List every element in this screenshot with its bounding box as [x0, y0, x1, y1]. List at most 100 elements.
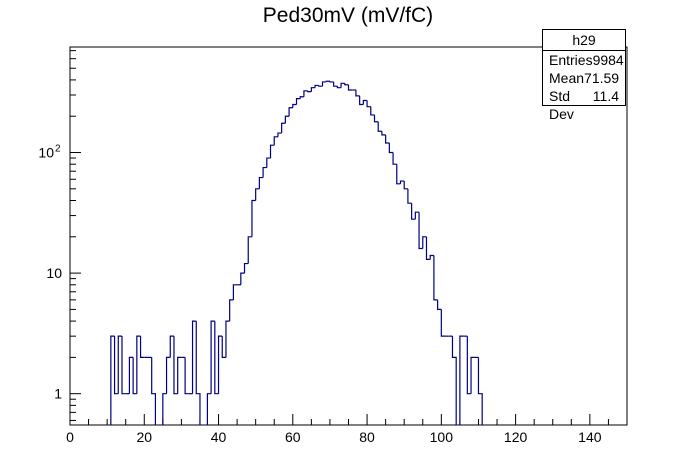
- histogram-bin: [232, 284, 238, 300]
- chart-title: Ped30mV (mV/fC): [262, 4, 434, 27]
- histogram-bin: [429, 254, 434, 260]
- y-tick-label: 10: [46, 265, 62, 281]
- histogram-bin: [136, 335, 141, 394]
- histogram-bin: [381, 131, 386, 136]
- histogram-bin: [388, 142, 394, 154]
- histogram-bin: [214, 321, 219, 395]
- histogram-bin: [314, 84, 319, 88]
- histogram-bin: [373, 114, 379, 123]
- histogram-bin: [366, 100, 371, 108]
- histogram-bin: [210, 320, 215, 394]
- histogram-bin: [470, 356, 475, 394]
- x-tick-label: 40: [211, 429, 227, 445]
- histogram-bin: [229, 299, 234, 322]
- x-tick-label: 0: [66, 429, 74, 445]
- histogram-bin: [177, 356, 182, 394]
- stats-label-mean: Mean: [549, 70, 585, 86]
- histogram-bin: [258, 176, 264, 189]
- stats-label-stddev: Std Dev: [549, 88, 574, 122]
- histogram-bin: [225, 320, 230, 358]
- histogram-bin: [165, 356, 171, 394]
- histogram-bin: [113, 336, 119, 395]
- histogram-bin: [269, 144, 275, 159]
- histogram-bin: [440, 309, 446, 337]
- histogram-bin: [292, 103, 297, 108]
- histogram-bin: [451, 336, 457, 425]
- histogram-bin: [262, 166, 267, 178]
- stats-label-entries: Entries: [549, 52, 593, 68]
- histogram-bin: [132, 357, 137, 395]
- histogram-bin: [433, 255, 438, 301]
- y-tick-label: 1: [54, 386, 62, 402]
- histogram-bin: [277, 132, 282, 137]
- histogram-bin: [321, 81, 327, 87]
- histogram-bin: [392, 152, 397, 165]
- stats-value-stddev: 11.4: [592, 88, 619, 104]
- stats-histogram-name: h29: [543, 30, 625, 51]
- histogram-bin: [403, 181, 408, 190]
- histogram-bin: [399, 180, 405, 184]
- histogram-bin: [437, 299, 442, 311]
- x-tick-label: 120: [504, 429, 528, 445]
- stats-row-mean: Mean 71.59: [543, 69, 625, 87]
- histogram-bin: [359, 95, 364, 106]
- histogram-bin: [255, 188, 260, 201]
- histogram-bin: [407, 188, 412, 204]
- histogram-bin: [310, 87, 316, 92]
- histogram-bin: [370, 106, 375, 116]
- histogram-bin: [333, 81, 338, 87]
- histogram-bin: [299, 96, 304, 99]
- stats-box: h29 Entries 9984 Mean 71.59 Std Dev 11.4: [542, 29, 626, 122]
- histogram-bin: [362, 99, 368, 105]
- x-tick-label: 80: [359, 429, 375, 445]
- stats-value-entries: 9984: [592, 52, 624, 68]
- x-tick-label: 140: [578, 429, 602, 445]
- histogram-bin: [295, 97, 301, 105]
- histogram-bin: [347, 84, 353, 91]
- histogram-bin: [184, 357, 189, 395]
- histogram-bin: [411, 203, 416, 220]
- histogram-bin: [217, 335, 223, 394]
- histogram-bin: [243, 262, 249, 274]
- histogram-bin: [425, 236, 431, 260]
- histogram-bin: [251, 199, 256, 237]
- stats-row-stddev: Std Dev 11.4: [543, 87, 625, 122]
- stats-row-entries: Entries 9984: [543, 51, 625, 69]
- histogram-bin: [284, 115, 290, 124]
- histogram-bin: [221, 336, 226, 358]
- x-tick-label: 60: [285, 429, 301, 445]
- histogram-bin: [466, 336, 472, 395]
- histogram-bin: [162, 393, 167, 425]
- histogram-bin: [128, 356, 134, 394]
- stats-value-mean: 71.59: [584, 70, 620, 86]
- histogram-bin: [477, 357, 483, 425]
- y-tick-label: 10: [38, 145, 54, 161]
- histogram-bin: [418, 212, 423, 250]
- histogram-bin: [344, 83, 349, 86]
- histogram-bin: [110, 335, 115, 425]
- histogram-bin: [117, 335, 122, 394]
- histogram-bin: [336, 86, 342, 89]
- histogram-bin: [422, 236, 427, 249]
- histogram-bin: [459, 335, 464, 425]
- histogram-bin: [318, 85, 323, 87]
- histogram-bin: [206, 393, 212, 425]
- histogram-bin: [340, 82, 345, 88]
- histogram-bin: [173, 336, 178, 395]
- histogram-bin: [266, 157, 271, 168]
- histogram-bin: [396, 164, 401, 185]
- histogram-bin: [240, 272, 245, 285]
- histogram-bin: [191, 320, 197, 394]
- histogram-bin: [281, 122, 286, 134]
- histogram-bin: [377, 121, 382, 132]
- histogram-bin: [303, 90, 308, 97]
- histogram-bin: [151, 357, 157, 425]
- x-tick-label: 100: [430, 429, 454, 445]
- histogram-bin: [273, 136, 278, 146]
- histogram-bin: [169, 335, 174, 358]
- x-tick-label: 20: [136, 429, 152, 445]
- histogram-bin: [307, 90, 312, 93]
- y-tick-exponent: 2: [55, 144, 61, 155]
- histogram-bin: [329, 81, 334, 83]
